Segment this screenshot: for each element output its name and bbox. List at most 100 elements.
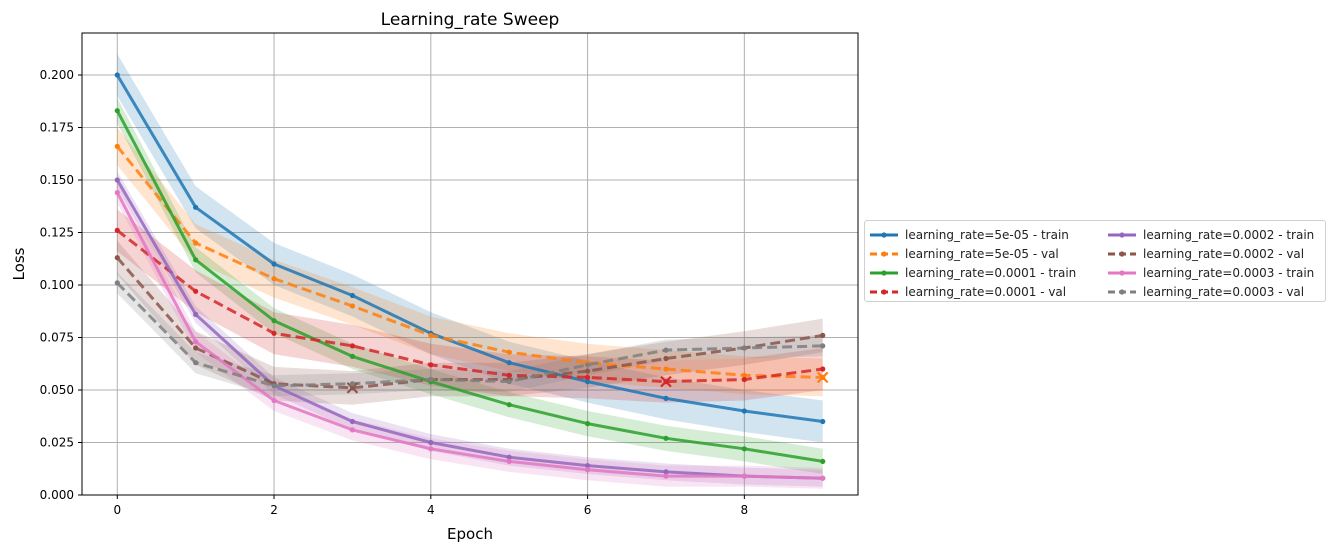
- data-point: [741, 446, 747, 452]
- data-point: [193, 288, 199, 294]
- legend-label: learning_rate=0.0003 - val: [1143, 285, 1305, 299]
- legend-swatch: [870, 232, 898, 238]
- data-point: [506, 372, 512, 378]
- data-point: [663, 366, 669, 372]
- data-point: [428, 446, 434, 452]
- data-point: [663, 347, 669, 353]
- legend-item: learning_rate=0.0002 - train: [1107, 227, 1314, 243]
- legend-item: learning_rate=5e-05 - train: [869, 227, 1069, 243]
- legend-label: learning_rate=0.0001 - train: [905, 266, 1077, 280]
- legend-swatch: [870, 289, 898, 295]
- axis-ticks: 0 2 4 6 8 0.000 0.025 0.050 0.075 0.100 0.125 0.150…: [40, 68, 749, 517]
- y-axis-label: Loss: [10, 247, 28, 280]
- data-point: [820, 458, 826, 464]
- data-point: [663, 435, 669, 441]
- legend-label: learning_rate=0.0003 - train: [1143, 266, 1315, 280]
- series-lines: [115, 74, 823, 480]
- legend-label: learning_rate=0.0002 - train: [1143, 228, 1315, 242]
- data-point: [741, 376, 747, 383]
- data-point: [193, 257, 199, 263]
- legend-swatch: [870, 270, 898, 276]
- data-point: [506, 379, 512, 385]
- data-point: [271, 276, 277, 282]
- series-line-3: [116, 229, 823, 384]
- best-epoch-marker: [346, 382, 359, 394]
- best-epoch-marker: [816, 371, 829, 384]
- error-band-5: [117, 240, 823, 405]
- data-point: [114, 108, 120, 114]
- data-point: [663, 395, 669, 401]
- data-point: [506, 458, 512, 464]
- error-band-7: [117, 272, 823, 397]
- best-epoch-marker: [660, 375, 672, 388]
- data-point: [349, 292, 356, 299]
- legend-item: learning_rate=0.0001 - train: [869, 265, 1076, 281]
- data-point: [506, 454, 512, 460]
- legend-swatch: [1108, 232, 1136, 238]
- error-band-1: [117, 127, 823, 397]
- error-band-3: [117, 209, 823, 403]
- series-line-4: [115, 179, 823, 480]
- data-point: [114, 72, 120, 78]
- legend-item: learning_rate=0.0003 - train: [1107, 265, 1314, 281]
- error-band-6: [117, 182, 823, 489]
- data-point: [584, 421, 591, 427]
- data-point: [114, 280, 120, 286]
- data-point: [349, 427, 356, 433]
- data-point: [349, 343, 356, 349]
- error-bands: [117, 54, 823, 489]
- error-band-2: [117, 98, 823, 474]
- data-point: [584, 362, 591, 368]
- data-point: [114, 227, 120, 233]
- y-tick-label: 0.025: [40, 436, 74, 450]
- series-line-6: [115, 191, 823, 480]
- x-tick-label: 0: [113, 503, 121, 517]
- legend-swatch: [1108, 251, 1136, 257]
- legend-label: learning_rate=0.0001 - val: [905, 285, 1067, 299]
- data-point: [663, 355, 669, 362]
- y-tick-label: 0.125: [40, 226, 74, 240]
- data-point: [584, 368, 591, 374]
- data-point: [349, 353, 356, 359]
- data-point: [741, 473, 747, 479]
- x-axis-label: Epoch: [447, 525, 493, 543]
- data-point: [114, 255, 120, 261]
- data-point: [428, 362, 434, 368]
- series-line-2: [115, 110, 823, 463]
- data-point: [114, 177, 120, 183]
- data-point: [506, 349, 512, 355]
- data-point: [584, 467, 591, 473]
- series-line-7: [116, 281, 823, 388]
- data-point: [741, 372, 747, 378]
- data-point: [349, 381, 356, 387]
- data-point: [741, 345, 747, 351]
- x-tick-label: 8: [741, 503, 749, 517]
- legend-label: learning_rate=5e-05 - val: [905, 247, 1059, 261]
- data-point: [820, 366, 826, 372]
- data-point: [271, 397, 277, 404]
- data-point: [349, 303, 356, 309]
- legend-label: learning_rate=0.0002 - val: [1143, 247, 1305, 261]
- y-tick-label: 0.200: [40, 68, 74, 82]
- data-point: [506, 402, 512, 408]
- error-band-0: [117, 54, 823, 443]
- legend-swatch: [870, 251, 898, 257]
- data-point: [820, 418, 826, 425]
- data-point: [271, 318, 277, 324]
- data-point: [428, 332, 434, 338]
- data-point: [820, 475, 826, 481]
- legend-item: learning_rate=0.0002 - val: [1107, 246, 1304, 262]
- y-tick-label: 0.100: [40, 278, 74, 292]
- legend-label: learning_rate=5e-05 - train: [905, 228, 1069, 242]
- y-tick-label: 0.150: [40, 173, 74, 187]
- data-point: [820, 343, 826, 349]
- y-tick-label: 0.050: [40, 383, 74, 397]
- data-point: [584, 379, 591, 385]
- series-line-5: [116, 256, 823, 390]
- data-point: [193, 240, 199, 246]
- y-tick-label: 0.075: [40, 331, 74, 345]
- data-point: [193, 311, 199, 317]
- data-point: [114, 190, 120, 196]
- data-point: [663, 473, 669, 479]
- x-tick-label: 4: [427, 503, 435, 517]
